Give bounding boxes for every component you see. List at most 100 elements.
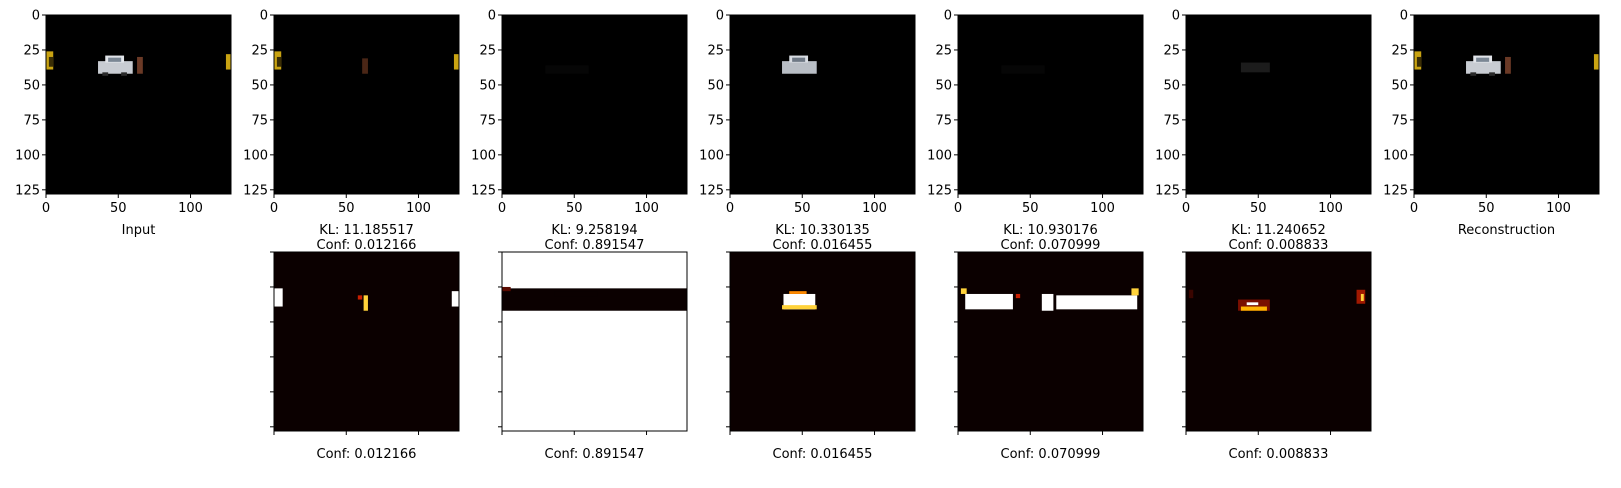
y-tick-label: 75 bbox=[23, 113, 40, 128]
mask-panel-4 bbox=[954, 251, 1144, 435]
y-tick-label: 125 bbox=[471, 183, 496, 198]
y-tick-label: 50 bbox=[479, 78, 496, 93]
y-tick-label: 0 bbox=[488, 9, 496, 24]
x-tick-label: 100 bbox=[1546, 201, 1571, 216]
axes-frame bbox=[1185, 14, 1372, 195]
kl-label-slot4: KL: 10.930176 bbox=[1003, 223, 1098, 238]
axes-frame bbox=[501, 251, 688, 432]
image-background bbox=[1414, 15, 1599, 194]
axes-frame bbox=[273, 14, 460, 195]
y-tick-label: 125 bbox=[927, 183, 952, 198]
mask-background bbox=[730, 252, 915, 431]
axes-frame bbox=[273, 251, 460, 432]
y-tick-label: 50 bbox=[1391, 78, 1408, 93]
y-tick-label: 50 bbox=[935, 78, 952, 93]
x-tick-label: 50 bbox=[794, 201, 811, 216]
y-tick-label: 125 bbox=[1383, 183, 1408, 198]
x-tick-label: 0 bbox=[42, 201, 50, 216]
y-tick-label: 100 bbox=[471, 148, 496, 163]
axes-frame bbox=[957, 14, 1144, 195]
y-tick-label: 100 bbox=[243, 148, 268, 163]
axes-frame bbox=[729, 251, 916, 432]
kl-label-slot1: KL: 11.185517 bbox=[319, 223, 414, 238]
axes-frame bbox=[729, 14, 916, 195]
y-tick-label: 50 bbox=[707, 78, 724, 93]
x-tick-label: 0 bbox=[1410, 201, 1418, 216]
y-tick-label: 50 bbox=[1163, 78, 1180, 93]
axes-frame bbox=[45, 14, 232, 195]
y-tick-label: 125 bbox=[1155, 183, 1180, 198]
axes-frame bbox=[1413, 14, 1600, 195]
x-tick-label: 0 bbox=[726, 201, 734, 216]
mask-background bbox=[274, 252, 459, 431]
mask-conf-label-1: Conf: 0.012166 bbox=[316, 447, 417, 462]
y-tick-label: 25 bbox=[707, 43, 724, 58]
y-tick-label: 100 bbox=[699, 148, 724, 163]
x-tick-label: 0 bbox=[1182, 201, 1190, 216]
y-tick-label: 125 bbox=[243, 183, 268, 198]
image-background bbox=[958, 15, 1143, 194]
mask-background bbox=[958, 252, 1143, 431]
y-tick-label: 100 bbox=[927, 148, 952, 163]
x-tick-label: 50 bbox=[1022, 201, 1039, 216]
y-tick-label: 75 bbox=[935, 113, 952, 128]
x-tick-label: 100 bbox=[178, 201, 203, 216]
mask-panel-5 bbox=[1182, 251, 1372, 435]
mask-panel-2 bbox=[498, 251, 688, 435]
panel-label-recon: Reconstruction bbox=[1457, 223, 1556, 238]
y-tick-label: 50 bbox=[251, 78, 268, 93]
y-tick-label: 125 bbox=[699, 183, 724, 198]
conf-label-slot3: Conf: 0.016455 bbox=[772, 238, 873, 253]
y-tick-label: 0 bbox=[32, 9, 40, 24]
mask-panel-3 bbox=[726, 251, 916, 435]
y-tick-label: 125 bbox=[15, 183, 40, 198]
x-tick-label: 100 bbox=[1318, 201, 1343, 216]
axes-frame bbox=[1185, 251, 1372, 432]
x-tick-label: 50 bbox=[1250, 201, 1267, 216]
kl-label-slot3: KL: 10.330135 bbox=[775, 223, 870, 238]
mask-conf-label-5: Conf: 0.008833 bbox=[1228, 447, 1329, 462]
y-tick-label: 25 bbox=[479, 43, 496, 58]
x-tick-label: 50 bbox=[1478, 201, 1495, 216]
y-tick-label: 100 bbox=[1155, 148, 1180, 163]
conf-label-slot4: Conf: 0.070999 bbox=[1000, 238, 1101, 253]
mask-background bbox=[502, 252, 687, 431]
x-tick-label: 50 bbox=[338, 201, 355, 216]
image-background bbox=[502, 15, 687, 194]
y-tick-label: 75 bbox=[1163, 113, 1180, 128]
conf-label-slot5: Conf: 0.008833 bbox=[1228, 238, 1329, 253]
y-tick-label: 0 bbox=[716, 9, 724, 24]
kl-label-slot2: KL: 9.258194 bbox=[551, 223, 638, 238]
x-tick-label: 100 bbox=[406, 201, 431, 216]
image-background bbox=[1186, 15, 1371, 194]
mask-background bbox=[1186, 252, 1371, 431]
mask-conf-label-3: Conf: 0.016455 bbox=[772, 447, 873, 462]
image-background bbox=[274, 15, 459, 194]
x-tick-label: 0 bbox=[954, 201, 962, 216]
x-tick-label: 0 bbox=[498, 201, 506, 216]
y-tick-label: 0 bbox=[260, 9, 268, 24]
axes-frame bbox=[957, 251, 1144, 432]
x-tick-label: 100 bbox=[1090, 201, 1115, 216]
x-tick-label: 100 bbox=[634, 201, 659, 216]
y-tick-label: 25 bbox=[935, 43, 952, 58]
x-tick-label: 100 bbox=[862, 201, 887, 216]
mask-conf-label-2: Conf: 0.891547 bbox=[544, 447, 645, 462]
image-background bbox=[46, 15, 231, 194]
x-tick-label: 0 bbox=[270, 201, 278, 216]
y-tick-label: 75 bbox=[1391, 113, 1408, 128]
axes-frame bbox=[501, 14, 688, 195]
y-tick-label: 25 bbox=[23, 43, 40, 58]
y-tick-label: 50 bbox=[23, 78, 40, 93]
y-tick-label: 100 bbox=[1383, 148, 1408, 163]
kl-label-slot5: KL: 11.240652 bbox=[1231, 223, 1326, 238]
y-tick-label: 0 bbox=[1400, 9, 1408, 24]
